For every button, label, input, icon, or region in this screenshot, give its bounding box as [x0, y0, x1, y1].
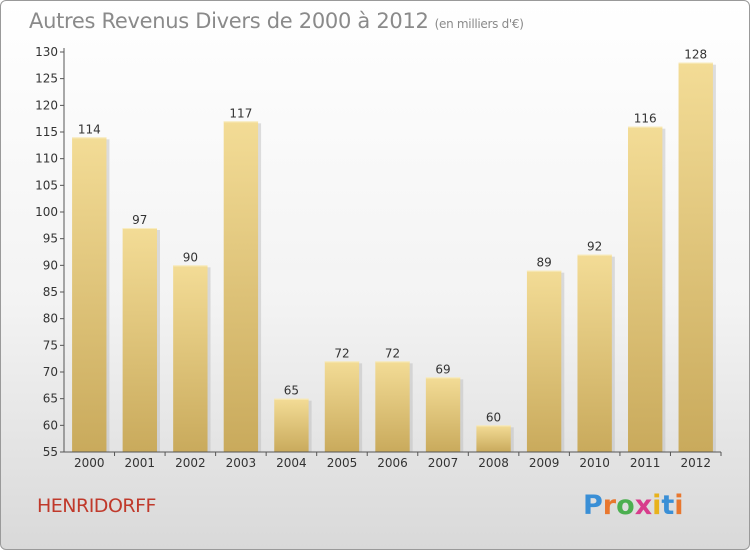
bar [476, 425, 511, 452]
logo-letter: i [674, 490, 684, 521]
y-tick-label: 60 [43, 418, 58, 432]
y-tick-label: 100 [35, 205, 58, 219]
bar [375, 361, 410, 452]
bar-value-label: 128 [684, 48, 707, 62]
y-tick-label: 55 [43, 445, 58, 459]
y-tick-label: 80 [43, 312, 58, 326]
y-tick-label: 90 [43, 258, 58, 272]
chart-title: Autres Revenus Divers de 2000 à 2012 (en … [29, 9, 524, 33]
bar-value-label: 92 [587, 240, 602, 254]
bar-value-label: 69 [435, 362, 450, 376]
bar-value-label: 89 [536, 256, 551, 270]
logo-letter: r [602, 490, 617, 521]
bar-value-label: 60 [486, 410, 501, 424]
axes-group: 55 60 65 70 75 80 85 90 95 100 105 110 115 120 125 130 2… [35, 45, 722, 470]
x-tick-label: 2003 [226, 456, 257, 470]
x-tick-label: 2006 [377, 456, 408, 470]
bar [678, 62, 713, 453]
bar-value-label: 90 [183, 250, 198, 264]
y-tick-label: 130 [35, 45, 58, 59]
y-tick-label: 70 [43, 365, 58, 379]
y-tick-label: 125 [35, 72, 58, 86]
bar [72, 137, 107, 453]
bar [274, 398, 309, 452]
bar-value-label: 72 [385, 346, 400, 360]
bars-group: 114 97 90 117 65 72 72 69 60 89 92 116 128 [72, 48, 716, 453]
y-tick-label: 120 [35, 98, 58, 112]
bar [223, 121, 259, 452]
logo-letter: o [616, 490, 635, 521]
bar [577, 254, 612, 452]
y-tick-label: 65 [43, 392, 58, 406]
bar-value-label: 114 [78, 122, 101, 136]
bar-value-label: 97 [132, 213, 147, 227]
y-tick-label: 85 [43, 285, 58, 299]
logo-letter: t [661, 490, 675, 521]
proxiti-logo: Proxiti [583, 490, 684, 521]
bar [122, 228, 157, 452]
y-tick-label: 110 [35, 152, 58, 166]
y-tick-label: 105 [35, 178, 58, 192]
x-tick-label: 2008 [478, 456, 509, 470]
bar [628, 126, 663, 453]
bar [173, 265, 208, 452]
bar-value-label: 117 [229, 106, 252, 120]
x-tick-label: 2012 [680, 456, 711, 470]
logo-letter: x [634, 490, 653, 521]
bar [425, 377, 461, 452]
y-tick-label: 95 [43, 232, 58, 246]
x-tick-label: 2000 [74, 456, 105, 470]
chart-title-text: Autres Revenus Divers de 2000 à 2012 [29, 9, 429, 33]
logo-letter: i [652, 490, 662, 521]
x-tick-label: 2002 [175, 456, 206, 470]
x-tick-label: 2001 [125, 456, 156, 470]
y-tick-label: 75 [43, 338, 58, 352]
bar [526, 270, 562, 452]
x-tick-label: 2005 [327, 456, 358, 470]
chart-subtitle: (en milliers d'€) [434, 17, 524, 31]
x-tick-label: 2010 [579, 456, 610, 470]
bar [324, 361, 360, 452]
bar-value-label: 72 [334, 346, 349, 360]
logo-letter: P [583, 490, 603, 521]
bar-value-label: 116 [634, 112, 657, 126]
x-tick-label: 2011 [630, 456, 661, 470]
y-tick-label: 115 [35, 125, 58, 139]
bar-value-label: 65 [284, 384, 299, 398]
commune-name: HENRIDORFF [37, 495, 156, 517]
x-tick-label: 2004 [276, 456, 307, 470]
x-tick-label: 2007 [428, 456, 459, 470]
x-tick-label: 2009 [529, 456, 560, 470]
